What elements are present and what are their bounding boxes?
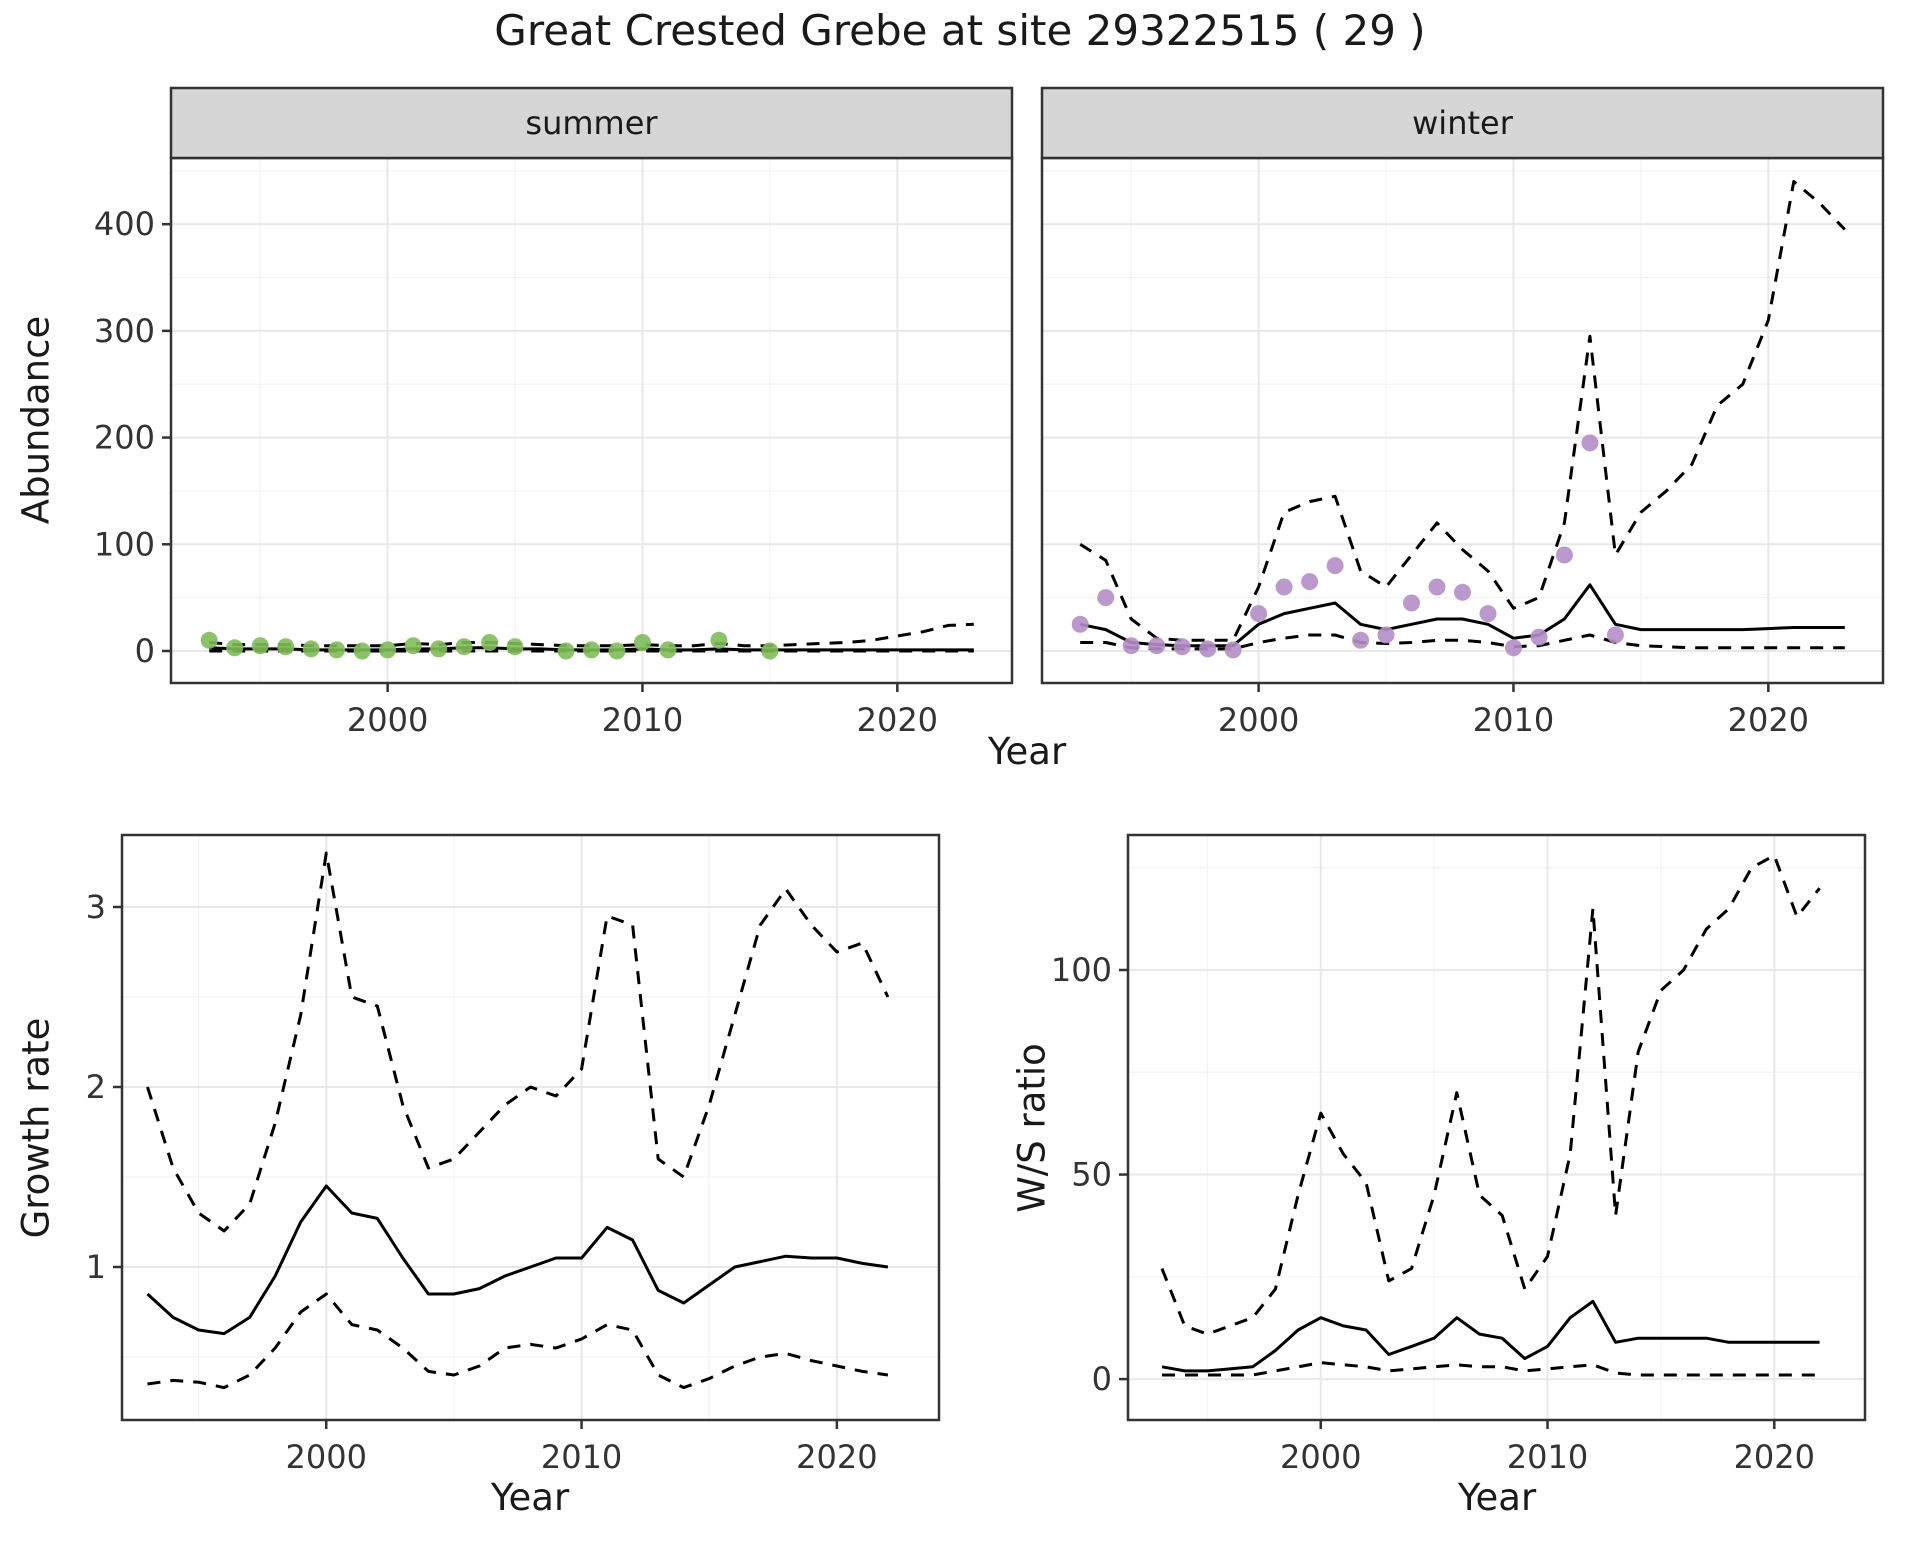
abundance-winter-observed-point bbox=[1250, 605, 1268, 623]
ws-ratio-upper_ci-line bbox=[1160, 854, 1821, 1336]
abundance-winter-observed-point bbox=[1581, 434, 1599, 452]
y-tick-label: 200 bbox=[94, 419, 155, 457]
abundance-winter-observed-point bbox=[1173, 638, 1191, 656]
abundance-summer-observed-point bbox=[328, 641, 346, 659]
abundance-winter-observed-point bbox=[1428, 578, 1446, 596]
x-tick-label: 2010 bbox=[602, 701, 683, 739]
xlabel-year-growth: Year bbox=[490, 1476, 570, 1519]
abundance-winter-observed-point bbox=[1122, 637, 1140, 655]
abundance-summer-observed-point bbox=[710, 631, 728, 649]
abundance-summer-observed-point bbox=[659, 641, 677, 659]
ws-ratio-lower_ci-line bbox=[1162, 1361, 1820, 1377]
facet-strip-winter bbox=[1040, 86, 1885, 160]
abundance-summer-observed-point bbox=[634, 634, 651, 651]
abundance-summer-observed-point bbox=[583, 641, 600, 659]
y-tick-label: 100 bbox=[1051, 951, 1112, 989]
abundance-winter-observed-point bbox=[1352, 631, 1370, 649]
abundance-summer-observed-point bbox=[379, 641, 397, 659]
abundance-winter-observed-point bbox=[1199, 640, 1217, 658]
x-tick-label: 2010 bbox=[1507, 1438, 1588, 1476]
abundance-summer-observed-point bbox=[481, 634, 499, 651]
xlabel-year-top: Year bbox=[987, 730, 1067, 773]
abundance-winter-observed-point bbox=[1505, 639, 1522, 657]
growth-rate-upper_ci-line bbox=[146, 851, 890, 1233]
abundance-summer-observed-point bbox=[251, 637, 269, 655]
abundance-summer-observed-point bbox=[506, 638, 524, 656]
growth-rate-median-line bbox=[146, 1184, 889, 1336]
abundance-winter-observed-point bbox=[1555, 546, 1573, 564]
abundance-summer-observed-point bbox=[608, 642, 626, 660]
abundance-summer-observed-point bbox=[761, 642, 779, 660]
panel-ws-ratio: 2000 2010 2020 0 50 100 bbox=[1051, 833, 1867, 1476]
abundance-winter-upper_ci-line bbox=[1079, 180, 1846, 642]
y-tick-label: 0 bbox=[135, 632, 155, 670]
abundance-summer-observed-point bbox=[430, 640, 448, 658]
abundance-summer-observed-point bbox=[302, 640, 320, 658]
abundance-winter-observed-point bbox=[1454, 583, 1471, 601]
abundance-winter-observed-point bbox=[1530, 628, 1548, 646]
abundance-summer-observed-point bbox=[404, 637, 422, 655]
abundance-winter-observed-point bbox=[1224, 641, 1242, 659]
x-tick-label: 2000 bbox=[286, 1438, 367, 1476]
abundance-summer-observed-point bbox=[226, 639, 244, 657]
ylabel-growth-rate: Growth rate bbox=[14, 1017, 58, 1239]
facet-strip-summer bbox=[169, 86, 1014, 160]
x-tick-label: 2020 bbox=[796, 1438, 877, 1476]
x-tick-label: 2000 bbox=[347, 701, 428, 739]
y-tick-label: 300 bbox=[94, 312, 155, 350]
x-tick-label: 2000 bbox=[1218, 701, 1299, 739]
x-tick-label: 2000 bbox=[1280, 1438, 1361, 1476]
abundance-winter-observed-point bbox=[1377, 626, 1395, 644]
facet-strip-label: summer bbox=[525, 104, 658, 142]
abundance-winter-observed-point bbox=[1097, 589, 1115, 607]
ylabel-abundance: Abundance bbox=[14, 315, 58, 525]
abundance-winter-observed-point bbox=[1606, 626, 1624, 644]
y-tick-label: 400 bbox=[94, 205, 155, 243]
x-tick-label: 2020 bbox=[1728, 701, 1809, 739]
chart-title: Great Crested Grebe at site 29322515 ( 2… bbox=[494, 6, 1426, 55]
abundance-summer-observed-point bbox=[455, 638, 473, 656]
x-tick-label: 2020 bbox=[1734, 1438, 1815, 1476]
abundance-winter-observed-point bbox=[1275, 578, 1293, 596]
abundance-summer-observed-point bbox=[277, 638, 295, 656]
abundance-summer-observed-point bbox=[353, 642, 371, 660]
abundance-winter-observed-point bbox=[1301, 573, 1319, 591]
xlabel-year-ws: Year bbox=[1457, 1476, 1537, 1519]
y-tick-label: 3 bbox=[86, 888, 106, 926]
ylabel-ws-ratio: W/S ratio bbox=[1010, 1043, 1054, 1213]
abundance-summer-observed-point bbox=[200, 631, 218, 649]
abundance-summer-observed-point bbox=[557, 642, 575, 660]
growth-rate-lower_ci-line bbox=[147, 1292, 889, 1390]
x-tick-label: 2010 bbox=[1473, 701, 1554, 739]
y-tick-label: 100 bbox=[94, 525, 155, 563]
panel-growth-rate: 2000 2010 2020 1 2 3 bbox=[86, 833, 941, 1476]
abundance-winter-observed-point bbox=[1148, 637, 1166, 655]
panel-abundance-winter: 2000 2010 2020 winter bbox=[1040, 86, 1885, 739]
panel-border bbox=[120, 833, 941, 1422]
abundance-winter-observed-point bbox=[1071, 615, 1089, 633]
ws-ratio-median-line bbox=[1161, 1299, 1820, 1373]
x-tick-label: 2010 bbox=[541, 1438, 622, 1476]
panel-abundance-summer: 2000 2010 2020 0 100 200 300 400 summer bbox=[94, 86, 1014, 739]
abundance-winter-observed-point bbox=[1326, 557, 1344, 575]
y-tick-label: 1 bbox=[86, 1248, 106, 1286]
panel-border bbox=[1126, 833, 1867, 1422]
y-tick-label: 0 bbox=[1092, 1360, 1112, 1398]
y-tick-label: 50 bbox=[1071, 1156, 1112, 1194]
x-tick-label: 2020 bbox=[857, 701, 938, 739]
y-tick-label: 2 bbox=[86, 1068, 106, 1106]
abundance-winter-observed-point bbox=[1403, 594, 1420, 612]
abundance-winter-observed-point bbox=[1479, 605, 1497, 623]
facet-strip-label: winter bbox=[1412, 104, 1514, 142]
